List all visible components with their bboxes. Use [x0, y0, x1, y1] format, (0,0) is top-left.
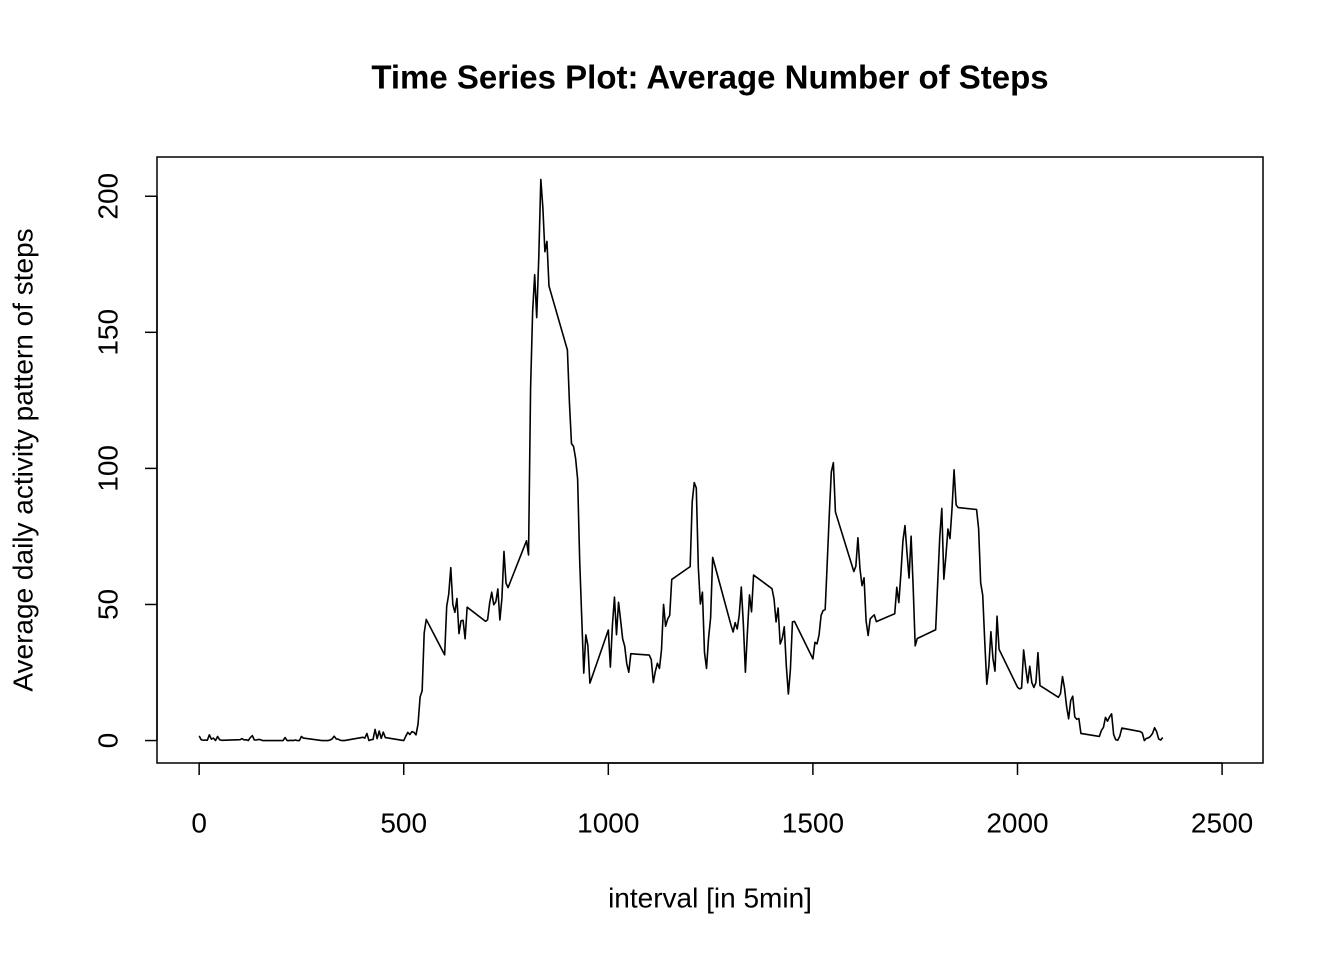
- data-line: [198, 178, 1164, 742]
- x-tick-label: 2500: [1191, 807, 1253, 838]
- x-tick-label: 2000: [986, 807, 1048, 838]
- plot-frame: [156, 156, 1264, 764]
- x-axis-label: interval [in 5min]: [608, 882, 812, 913]
- x-tick-label: 500: [380, 807, 427, 838]
- y-tick-label: 50: [92, 589, 123, 620]
- chart-title: Time Series Plot: Average Number of Step…: [371, 59, 1048, 96]
- x-tick-label: 1000: [577, 807, 639, 838]
- y-tick-label: 0: [92, 733, 123, 749]
- x-tick-label: 0: [191, 807, 207, 838]
- y-tick-label: 150: [92, 309, 123, 356]
- y-axis-label: Average daily activity pattern of steps: [7, 228, 38, 691]
- y-tick-label: 200: [92, 173, 123, 220]
- y-tick-label: 100: [92, 445, 123, 492]
- x-tick-label: 1500: [782, 807, 844, 838]
